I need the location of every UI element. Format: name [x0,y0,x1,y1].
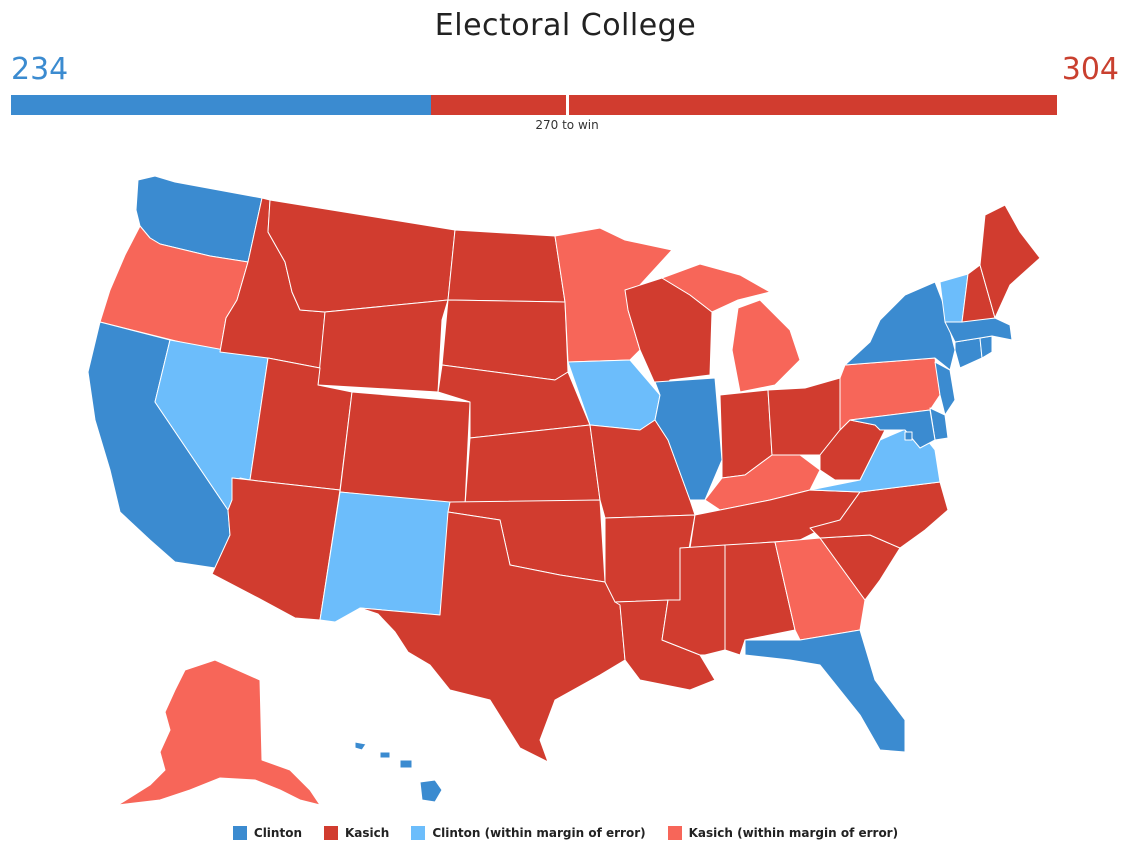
legend-item-kasich: Kasich [324,826,389,840]
state-wyoming[interactable] [317,299,449,393]
state-new-york[interactable] [844,281,956,371]
state-north-dakota[interactable] [447,229,566,303]
legend-swatch-clinton-margin [411,826,426,840]
chart-title: Electoral College [434,8,697,43]
electoral-vote-bar [11,95,1119,115]
state-michigan[interactable] [731,299,801,393]
state-dc[interactable] [904,431,913,441]
state-kansas[interactable] [464,424,601,506]
state-montana[interactable] [267,199,456,313]
clinton-electoral-total: 234 [11,52,69,87]
state-texas[interactable] [359,511,626,763]
legend-swatch-kasich [324,826,338,840]
bar-segment-kasich [431,95,1058,115]
legend-item-kasich-margin: Kasich (within margin of error) [667,826,899,840]
kasich-electoral-total: 304 [1061,52,1119,87]
state-florida[interactable] [744,629,906,753]
win-threshold-label: 270 to win [535,118,599,132]
state-hawaii[interactable] [354,741,443,803]
state-alaska[interactable] [117,659,321,806]
legend-item-clinton-margin: Clinton (within margin of error) [411,826,646,840]
legend-swatch-clinton [232,826,247,840]
state-maine[interactable] [979,204,1041,319]
legend-label-kasich-margin: Kasich (within margin of error) [688,826,899,840]
legend-label-clinton-margin: Clinton (within margin of error) [432,826,646,840]
state-colorado[interactable] [339,391,471,506]
state-connecticut[interactable] [954,337,983,369]
state-illinois[interactable] [654,377,723,501]
state-rhode-island[interactable] [979,335,993,359]
map-legend: Clinton Kasich Clinton (within margin of… [0,826,1131,840]
state-massachusetts[interactable] [944,317,1013,343]
win-threshold-marker [565,93,569,117]
legend-item-clinton: Clinton [232,826,302,840]
state-michigan-upper-peninsula[interactable] [661,263,771,313]
legend-label-clinton: Clinton [253,826,302,840]
state-north-carolina[interactable] [809,481,949,549]
legend-swatch-kasich-margin [667,826,682,840]
bar-segment-clinton [11,95,432,115]
state-new-jersey[interactable] [934,361,956,416]
legend-label-kasich: Kasich [345,826,390,840]
state-new-mexico[interactable] [319,491,451,623]
